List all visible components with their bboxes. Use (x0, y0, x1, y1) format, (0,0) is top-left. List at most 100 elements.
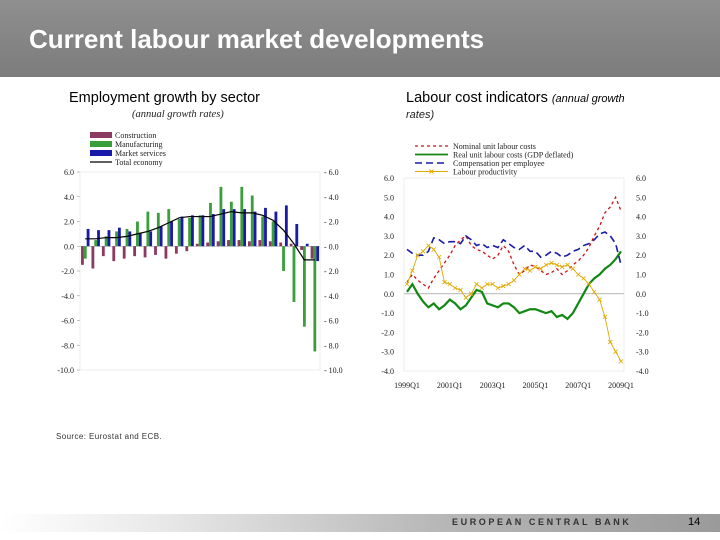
bar-market-services (211, 214, 215, 247)
marker-labour-productivity (570, 266, 576, 271)
marker-labour-productivity (463, 295, 469, 300)
bar-construction (258, 240, 262, 247)
bar-market-services (316, 246, 320, 262)
bar-manufacturing (219, 186, 223, 247)
marker-labour-productivity (608, 339, 613, 345)
marker-labour-productivity (410, 268, 415, 273)
y-tick-label-left: -1.0 (381, 309, 394, 318)
legend-label-construction: Construction (115, 131, 156, 140)
marker-labour-productivity (474, 281, 479, 287)
x-tick-label: 2007Q1 (565, 381, 591, 390)
marker-labour-productivity (458, 287, 463, 293)
y-tick-label-left: 0.0 (64, 242, 74, 251)
bar-manufacturing (229, 201, 233, 247)
bar-manufacturing (146, 211, 150, 247)
bar-construction (91, 246, 95, 269)
bar-manufacturing (261, 216, 265, 247)
bar-market-services (274, 211, 278, 247)
bar-construction (237, 240, 241, 247)
legend-swatch-construction (90, 132, 112, 138)
bar-market-services (222, 209, 226, 247)
marker-labour-productivity (484, 281, 490, 287)
legend-label-market-services: Market services (115, 149, 166, 158)
bar-market-services (295, 223, 299, 247)
line-total-economy (85, 210, 315, 261)
marker-labour-productivity (522, 266, 527, 271)
legend-label-compensation-per-employee: Compensation per employee (453, 159, 545, 168)
marker-labour-productivity (479, 285, 485, 291)
legend-swatch-manufacturing (90, 141, 112, 147)
y-tick-label-right: 0.0 (636, 290, 646, 299)
bar-manufacturing (177, 219, 181, 247)
marker-labour-productivity (490, 281, 495, 287)
y-tick-label-right: - 10.0 (324, 366, 343, 375)
bar-manufacturing (240, 186, 244, 247)
marker-labour-productivity (533, 264, 538, 270)
bar-manufacturing (282, 246, 285, 271)
plot-frame (79, 171, 321, 371)
legend-label-real-unit-labour-costs-gdp-deflated: Real unit labour costs (GDP deflated) (453, 151, 574, 160)
bar-market-services (159, 226, 163, 247)
marker-labour-productivity (559, 264, 565, 270)
marker-labour-productivity (517, 272, 522, 277)
y-tick-label-left: 0.0 (384, 290, 394, 299)
right-chart-header: Labour cost indicators (annual growth (406, 90, 625, 106)
labour-cost-chart: 6.0 6.0 5.0 5.0 4.0 4.0 3.0 3.0 2.0 2.0 1.0 1.0 0.0 0… (381, 142, 649, 390)
x-tick-label: 2009Q1 (608, 381, 634, 390)
bar-construction (289, 243, 293, 247)
bar-manufacturing (167, 209, 171, 247)
y-tick-label-left: -3.0 (381, 348, 394, 357)
y-tick-label-right: - 2.0 (324, 218, 339, 227)
y-tick-label-left: 4.0 (384, 213, 394, 222)
bar-market-services (284, 205, 288, 247)
marker-labour-productivity (613, 349, 618, 354)
marker-labour-productivity (591, 289, 597, 295)
right-chart-subtitle-part1: (annual growth (551, 93, 625, 105)
y-tick-label-right: 6.0 (636, 174, 646, 183)
bar-construction (216, 241, 220, 247)
bar-manufacturing (271, 221, 275, 247)
bar-market-services (305, 243, 309, 247)
bar-construction (310, 246, 314, 259)
right-chart-subtitle-part2: rates) (406, 109, 435, 121)
marker-labour-productivity (426, 243, 431, 248)
y-tick-label-left: 6.0 (384, 174, 394, 183)
bar-construction (206, 242, 210, 247)
bar-market-services (86, 228, 90, 247)
y-tick-label-left: 2.0 (64, 218, 74, 227)
marker-labour-productivity (618, 359, 624, 364)
bar-manufacturing (188, 217, 192, 247)
bar-market-services (191, 215, 194, 247)
bar-construction (101, 246, 105, 257)
line-compensation-per-employee (406, 231, 622, 266)
bar-manufacturing (292, 246, 296, 302)
footer-bank-name: EUROPEAN CENTRAL BANK (452, 517, 632, 527)
bar-market-services (201, 215, 205, 247)
legend-label-manufacturing: Manufacturing (115, 140, 163, 149)
marker-labour-productivity (431, 247, 437, 252)
x-tick-label: 2003Q1 (480, 381, 506, 390)
bar-market-services (232, 209, 236, 247)
bar-market-services (170, 221, 173, 247)
marker-labour-productivity (442, 279, 447, 285)
bar-market-services (128, 231, 132, 247)
marker-labour-productivity (501, 283, 506, 289)
y-tick-label-right: -1.0 (636, 309, 649, 318)
bar-construction (248, 241, 251, 247)
bar-construction (143, 246, 147, 258)
y-tick-label-right: 4.0 (636, 213, 646, 222)
bar-manufacturing (250, 195, 254, 247)
marker-labour-productivity (549, 260, 554, 266)
bar-manufacturing (209, 202, 212, 247)
marker-labour-productivity (506, 281, 511, 287)
source-note: Source: Eurostat and ECB. (56, 432, 163, 441)
marker-labour-productivity (565, 262, 570, 268)
marker-labour-productivity (447, 281, 453, 287)
plot-frame (403, 177, 625, 372)
y-tick-label-left: 3.0 (384, 232, 394, 241)
legend-swatch-market-services (90, 150, 112, 156)
bar-market-services (138, 232, 142, 247)
employment-growth-chart: 6.0 - 6.0 4.0 - 4.0 2.0 - 2.0 0.0 - 0.0 -2.0 - 2.… (57, 131, 343, 375)
y-tick-label-right: 3.0 (636, 232, 646, 241)
right-chart-title: Labour cost indicators (406, 90, 548, 106)
